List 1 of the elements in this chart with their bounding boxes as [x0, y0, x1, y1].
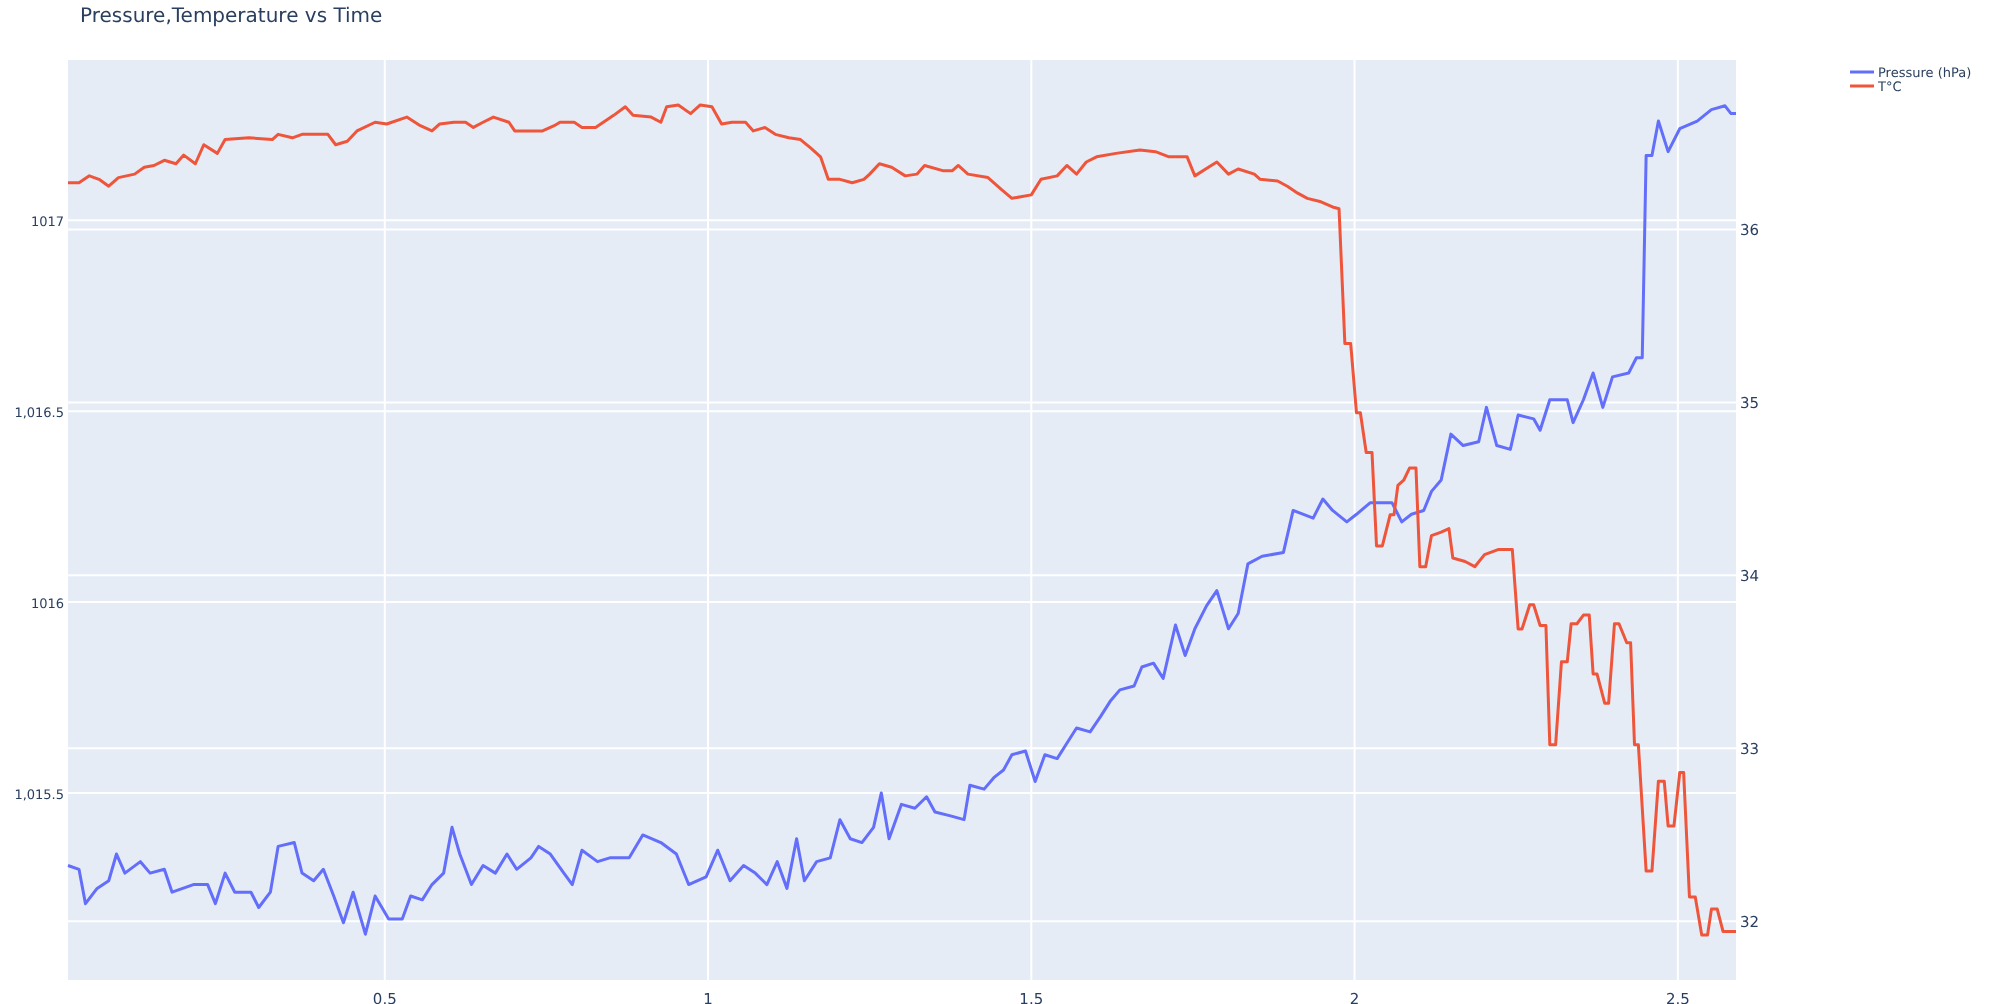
chart-title: Pressure,Temperature vs Time	[80, 6, 383, 28]
